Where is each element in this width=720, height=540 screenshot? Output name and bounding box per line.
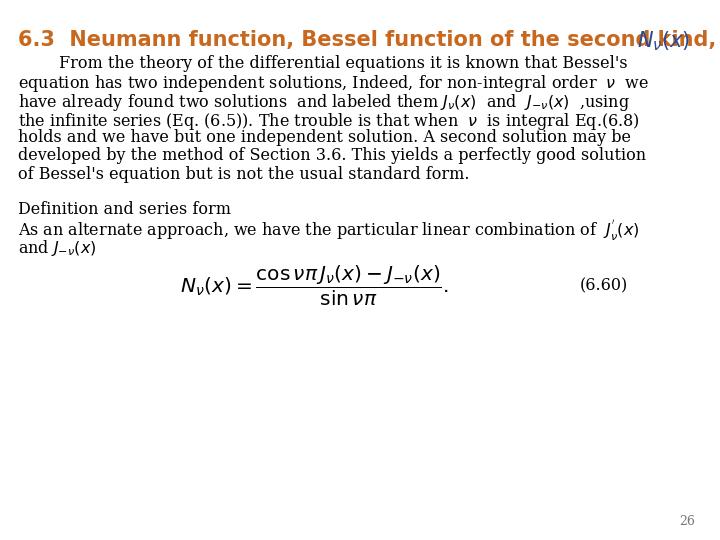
Text: developed by the method of Section 3.6. This yields a perfectly good solution: developed by the method of Section 3.6. … [18,147,646,165]
Text: of Bessel's equation but is not the usual standard form.: of Bessel's equation but is not the usua… [18,166,469,183]
Text: 26: 26 [679,515,695,528]
Text: (6.60): (6.60) [580,277,629,294]
Text: Definition and series form: Definition and series form [18,200,231,218]
Text: $N_{\nu}(x) = \dfrac{\cos\nu\pi\, J_{\nu}(x) - J_{-\nu}(x)}{\sin\nu\pi}.$: $N_{\nu}(x) = \dfrac{\cos\nu\pi\, J_{\nu… [180,264,449,308]
Text: As an alternate approach, we have the particular linear combination of  $J^{'}_{: As an alternate approach, we have the pa… [18,219,639,243]
Text: and $J_{-\nu}(x)$: and $J_{-\nu}(x)$ [18,238,96,258]
Text: From the theory of the differential equations it is known that Bessel's: From the theory of the differential equa… [18,55,628,72]
Text: have already found two solutions  and labeled them $J_{\nu}(x)$  and  $J_{-\nu}(: have already found two solutions and lab… [18,92,630,113]
Text: equation has two independent solutions, Indeed, for non-integral order  $\nu$  w: equation has two independent solutions, … [18,73,649,94]
Text: $N_{\nu}(x)$: $N_{\nu}(x)$ [637,29,690,52]
Text: the infinite series (Eq. (6.5)). The trouble is that when  $\nu$  is integral Eq: the infinite series (Eq. (6.5)). The tro… [18,111,639,132]
Text: holds and we have but one independent solution. A second solution may be: holds and we have but one independent so… [18,129,631,146]
Text: 6.3  Neumann function, Bessel function of the second kind,: 6.3 Neumann function, Bessel function of… [18,30,716,50]
